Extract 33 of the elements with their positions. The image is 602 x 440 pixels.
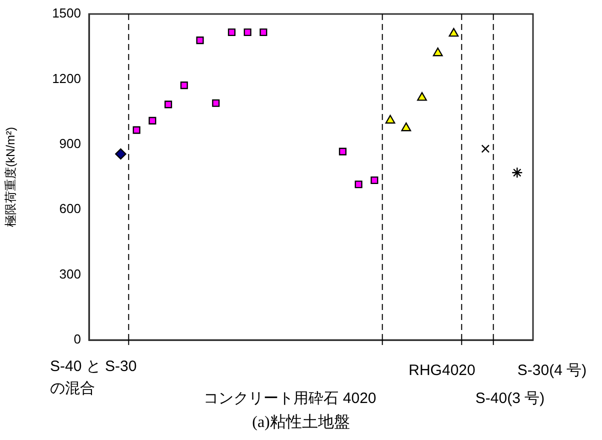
point	[180, 82, 188, 90]
text: S-40 と S-30の混合	[50, 357, 138, 399]
point	[448, 28, 459, 37]
point	[115, 148, 126, 160]
point	[164, 100, 172, 108]
y-tick-label: 300	[59, 266, 81, 282]
point	[481, 144, 490, 153]
text: (a)粘性土地盤	[251, 412, 351, 433]
point	[196, 36, 204, 44]
point	[432, 48, 443, 56]
point	[212, 99, 220, 107]
y-tick-label: 1500	[52, 6, 81, 21]
y-tick-label: 0	[74, 332, 81, 347]
y-tick-label: 600	[59, 201, 81, 216]
y-tick-label: 1200	[52, 70, 81, 86]
text: コンクリート用砕石 4020	[202, 389, 378, 409]
point	[132, 126, 140, 134]
point	[385, 114, 396, 124]
y-axis-title: 極限荷重度(kN/m²)	[4, 127, 18, 227]
point	[244, 28, 252, 36]
point	[228, 28, 236, 36]
point	[417, 92, 427, 101]
point	[148, 116, 156, 124]
text: S-40(3 号)	[474, 389, 546, 409]
point	[512, 167, 523, 178]
text: RHG4020	[408, 361, 476, 381]
point	[260, 28, 268, 36]
y-tick-label: 900	[59, 136, 81, 151]
point	[354, 180, 362, 188]
point	[338, 148, 346, 156]
point	[370, 176, 378, 184]
text: S-30(4 号)	[516, 361, 588, 381]
point	[401, 122, 412, 132]
